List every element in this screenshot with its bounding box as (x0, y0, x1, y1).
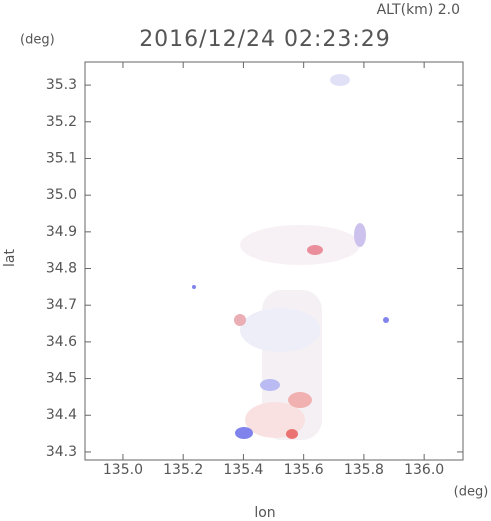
y-tick-label: 35.3 (46, 77, 77, 93)
y-tick-label: 34.8 (46, 261, 77, 277)
echo-area (192, 285, 196, 289)
x-tick-label: 135.6 (284, 462, 324, 478)
echo-area (354, 223, 366, 247)
echo-area (286, 429, 298, 439)
x-unit: (deg) (454, 485, 489, 500)
y-tick-label: 35.0 (46, 187, 77, 203)
y-tick-label: 34.5 (46, 371, 77, 387)
echo-area (240, 308, 320, 352)
x-axis-label: lon (254, 505, 275, 521)
y-axis-label: lat (2, 249, 18, 267)
x-tick-label: 135.4 (223, 462, 263, 478)
chart-title: 2016/12/24 02:23:29 (139, 27, 391, 52)
echo-area (245, 402, 305, 438)
y-tick-label: 34.4 (46, 407, 77, 423)
x-tick-label: 135.0 (103, 462, 143, 478)
echo-area (240, 225, 360, 265)
y-tick-label: 34.3 (46, 444, 77, 460)
plot-frame (84, 61, 464, 461)
echo-field (192, 74, 389, 440)
altitude-label: ALT(km) 2.0 (377, 2, 460, 18)
y-tick-label: 35.1 (46, 150, 77, 166)
echo-area (234, 314, 246, 326)
y-tick-label: 34.6 (46, 334, 77, 350)
echo-area (330, 74, 350, 86)
x-tick-label: 136.0 (404, 462, 444, 478)
y-tick-label: 34.9 (46, 224, 77, 240)
echo-area (235, 427, 253, 439)
echo-area (288, 392, 312, 408)
echo-area (383, 317, 389, 323)
y-tick-label: 34.7 (46, 297, 77, 313)
echo-area (307, 245, 323, 255)
x-tick-label: 135.2 (163, 462, 203, 478)
x-tick-label: 135.8 (344, 462, 384, 478)
y-unit: (deg) (20, 33, 55, 48)
y-tick-label: 35.2 (46, 114, 77, 130)
echo-area (260, 379, 280, 391)
